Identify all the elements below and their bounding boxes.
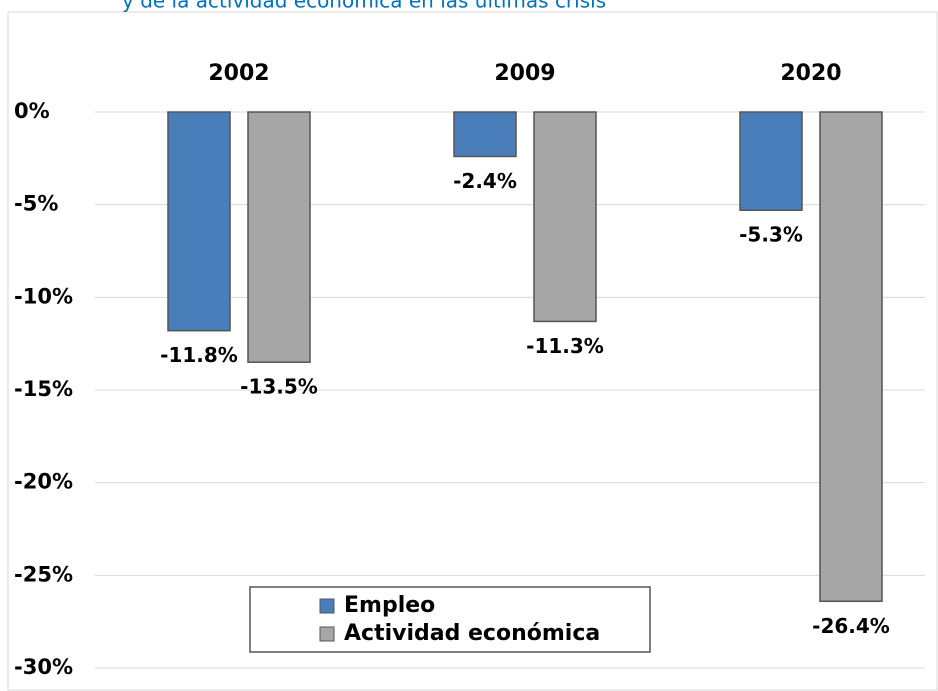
value-label: -26.4% (812, 614, 890, 638)
legend-label: Empleo (344, 593, 435, 618)
y-tick-label: -5% (14, 192, 58, 216)
y-tick-label: -15% (14, 377, 73, 401)
bar (533, 111, 597, 323)
y-tick-label: -25% (14, 562, 73, 586)
value-label: -5.3% (739, 223, 803, 247)
bar (167, 111, 231, 332)
bar (819, 111, 883, 603)
x-tick-label: 2009 (494, 61, 555, 86)
y-tick-label: -10% (14, 284, 73, 308)
legend-swatch (319, 626, 335, 642)
bar (453, 111, 517, 158)
value-label: -13.5% (240, 375, 318, 399)
value-label: -11.3% (526, 334, 604, 358)
x-tick-label: 2002 (208, 61, 269, 86)
bar (739, 111, 803, 211)
legend-box (249, 586, 651, 653)
y-tick-label: 0% (14, 99, 50, 123)
value-label: -2.4% (453, 169, 517, 193)
x-tick-label: 2020 (780, 61, 841, 86)
legend-swatch (319, 598, 335, 614)
bar (247, 111, 311, 363)
legend-label: Actividad económica (344, 621, 600, 646)
value-label: -11.8% (160, 343, 238, 367)
y-tick-label: -30% (14, 655, 73, 679)
chart-title: y de la actividad económica en las últim… (122, 0, 606, 13)
y-tick-label: -20% (14, 470, 73, 494)
